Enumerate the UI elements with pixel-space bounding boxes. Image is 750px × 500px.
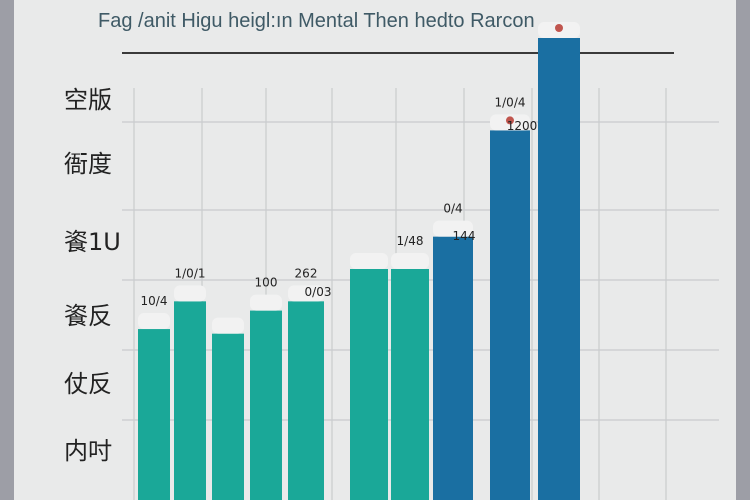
bar-data-label-6: 1/48: [397, 234, 424, 248]
bar-data-label-3: 100: [255, 276, 278, 290]
chart-subtitle: Fag /anit Higu heigl:ın Mental Then hedt…: [98, 10, 535, 32]
bar-data-label-8: 1/0/4: [495, 95, 526, 109]
bar-cap-3: [250, 294, 282, 311]
bar-cap-6: [391, 253, 429, 269]
chart-panel: Fag /anit Higu heigl:ın Mental Then hedt…: [14, 0, 736, 500]
extra-data-label-2: 1200: [507, 119, 538, 133]
bar-4: [288, 301, 324, 500]
bar-5: [350, 269, 388, 500]
bar-6: [391, 269, 429, 500]
bar-cap-4: [288, 285, 324, 302]
y-tick-label-4: 仗反: [64, 370, 112, 398]
bar-data-label-0: 10/4: [141, 294, 168, 308]
bar-marker-dot-9: [555, 24, 563, 32]
y-tick-label-5: 内吋: [64, 437, 112, 465]
bar-2: [212, 333, 244, 500]
y-tick-label-1: 衙度: [64, 150, 112, 178]
bar-cap-5: [350, 253, 388, 269]
extra-data-label-1: 144: [453, 229, 476, 243]
bar-cap-7: [433, 220, 473, 237]
bar-8: [490, 130, 530, 500]
bar-data-label-1: 1/0/1: [175, 266, 206, 280]
bar-0: [138, 329, 170, 500]
extra-data-label-0: 0/03: [305, 285, 332, 299]
bar-data-label-4: 262: [295, 266, 318, 280]
bar-cap-2: [212, 317, 244, 334]
y-tick-label-2: 餈1U: [64, 228, 121, 256]
y-tick-label-3: 餈反: [64, 302, 112, 330]
bar-marker-dot-8: [506, 116, 514, 125]
y-tick-label-0: 空版: [64, 86, 112, 114]
bar-7: [433, 236, 473, 500]
bar-cap-1: [174, 285, 206, 302]
bar-9: [538, 38, 580, 500]
bar-3: [250, 310, 282, 500]
bar-1: [174, 301, 206, 500]
bar-data-label-7: 0/4: [443, 202, 462, 216]
bar-cap-0: [138, 313, 170, 330]
